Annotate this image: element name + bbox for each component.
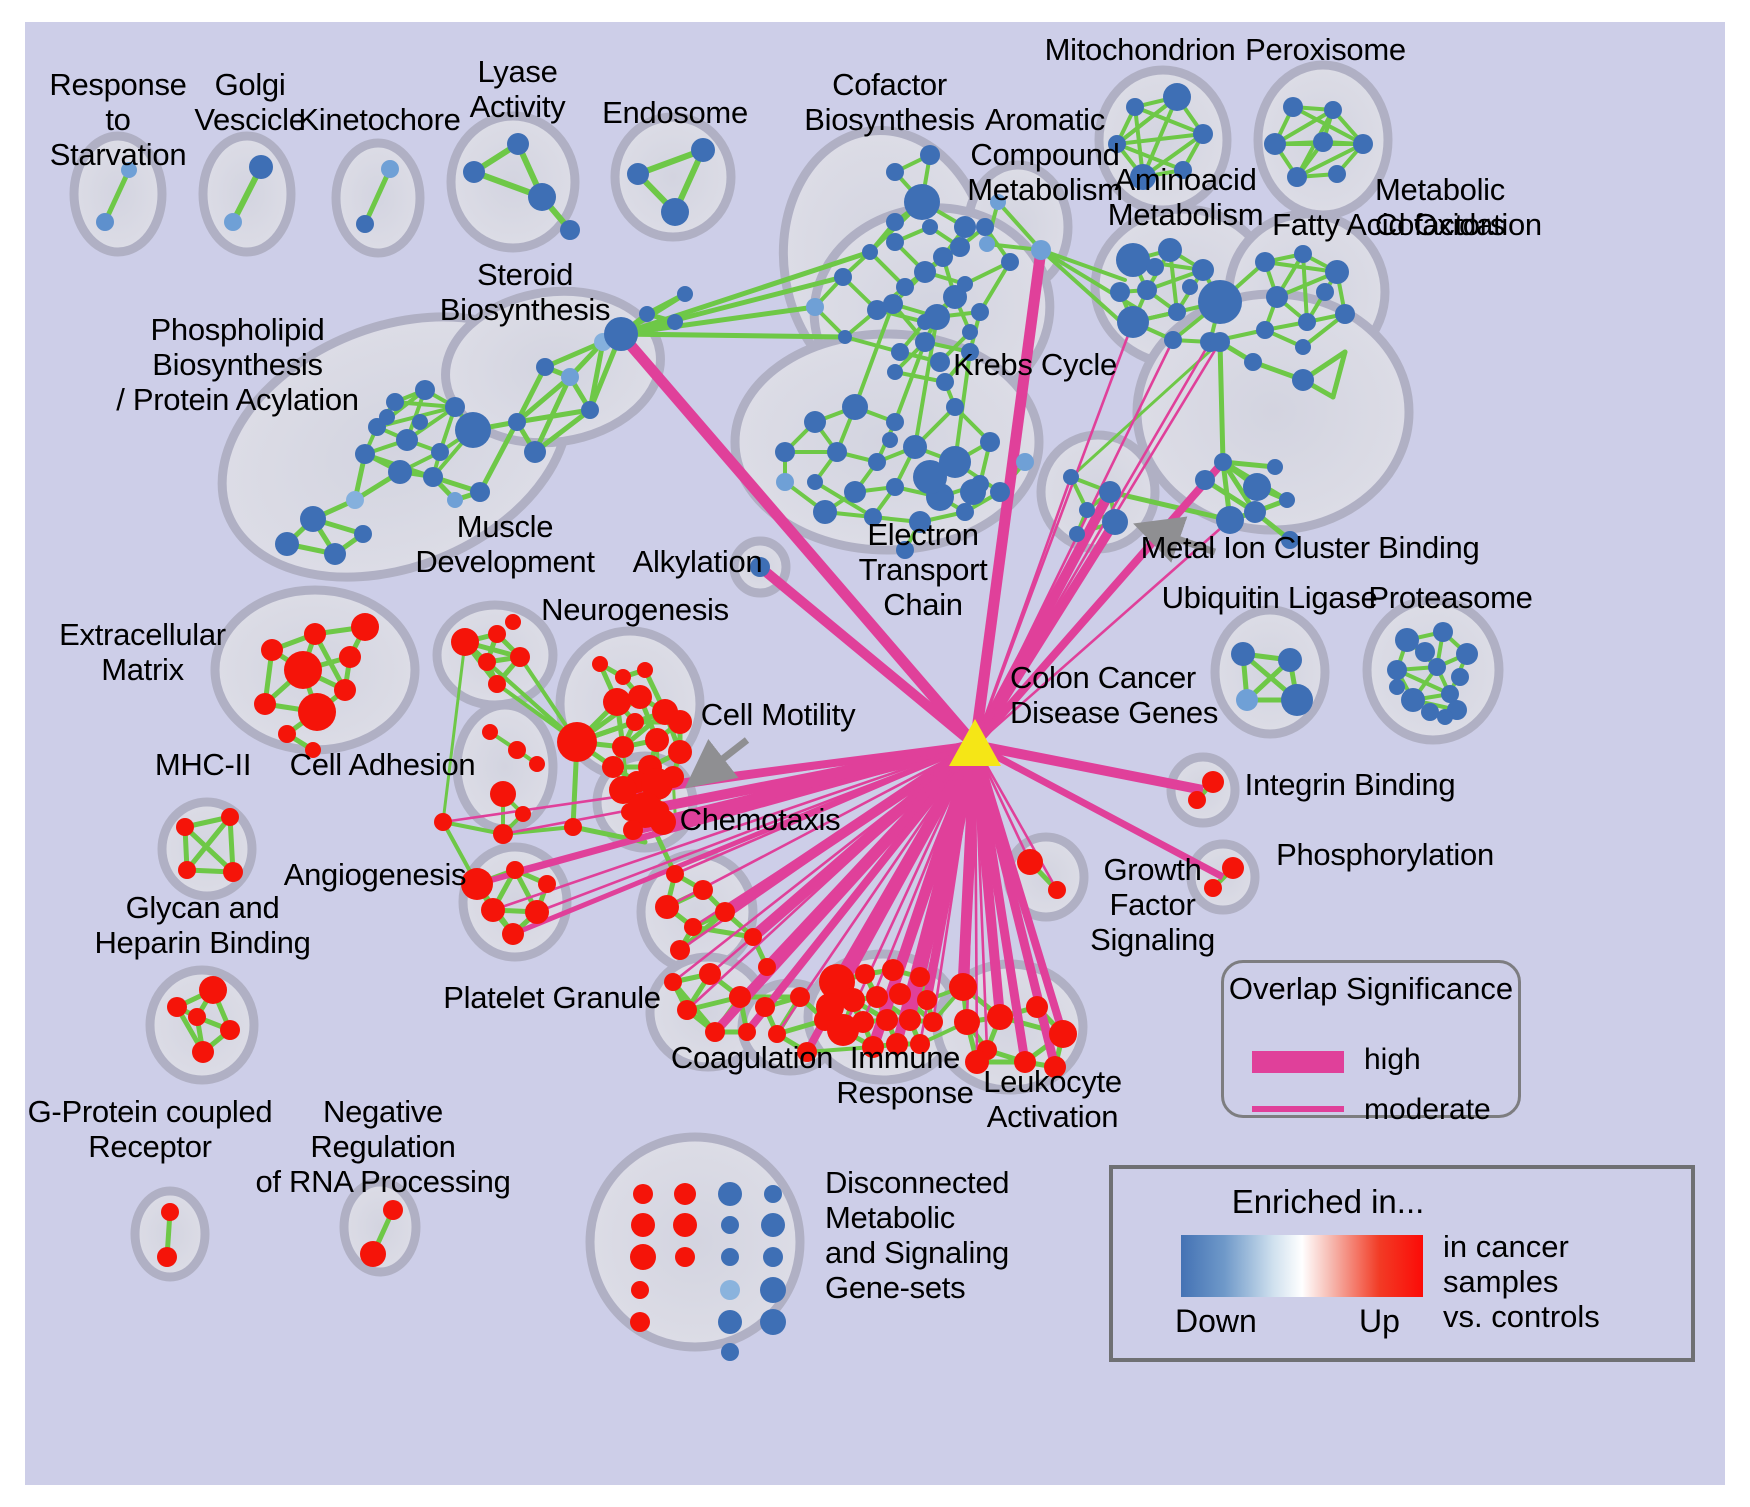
network-graph [69,60,1504,1361]
disconnected-nodes-down[interactable] [718,1182,786,1361]
network-background: Response to Starvation Golgi Vescicle Ki… [25,22,1725,1485]
legend-enrichment: Enriched in... Down Up in cancer samples… [1109,1165,1695,1362]
legend-label-high: high [1364,1043,1421,1076]
gene-set-nodes-down[interactable] [96,83,1478,725]
hull-lyase-activity [446,111,580,253]
disconnected-nodes-up[interactable] [630,1183,697,1332]
legend-enrichment-title: Enriched in... [1231,1183,1425,1220]
hull-ubiquitin-ligase [1210,605,1330,739]
legend-enrichment-side-text: in cancer samples vs. controls [1443,1229,1600,1334]
callout-arrows [684,516,1217,789]
legend-label-down: Down [1175,1303,1257,1339]
gene-set-nodes-up[interactable] [157,613,1244,1267]
legend-swatch-moderate [1252,1106,1344,1112]
colon-cancer-hub-node[interactable] [949,719,1001,766]
arrow-cell-motility [684,737,750,789]
legend-label-up: Up [1359,1303,1400,1339]
legend-swatch-high [1252,1051,1344,1073]
legend-overlap-significance: Overlap Significance high moderate [1221,960,1521,1126]
enrichment-colorbar [1181,1235,1423,1297]
legend-significance-title: Overlap Significance [1228,971,1514,1006]
legend-label-moderate: moderate [1364,1093,1491,1126]
arrow-metal-ion-cluster-binding [1133,516,1217,563]
